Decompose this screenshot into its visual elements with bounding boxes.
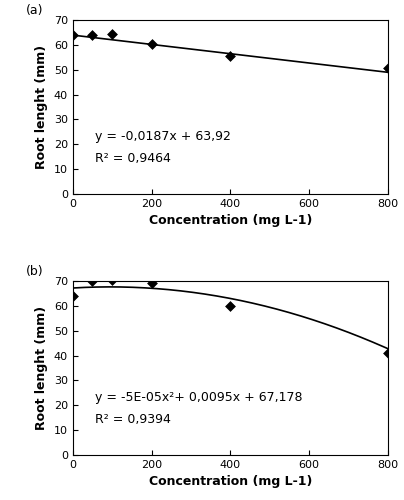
Point bbox=[89, 277, 96, 285]
Point bbox=[385, 349, 391, 357]
Text: R² = 0,9464: R² = 0,9464 bbox=[95, 152, 170, 165]
Point bbox=[385, 64, 391, 72]
Point bbox=[227, 52, 234, 60]
Point bbox=[69, 31, 76, 39]
Point bbox=[227, 302, 234, 310]
Point bbox=[109, 30, 116, 38]
X-axis label: Concentration (mg L-1): Concentration (mg L-1) bbox=[149, 214, 312, 228]
Point bbox=[69, 292, 76, 300]
Text: (b): (b) bbox=[25, 264, 43, 278]
Point bbox=[109, 276, 116, 284]
Point bbox=[148, 280, 155, 287]
Y-axis label: Root lenght (mm): Root lenght (mm) bbox=[35, 45, 48, 169]
Point bbox=[89, 31, 96, 39]
Text: y = -0,0187x + 63,92: y = -0,0187x + 63,92 bbox=[95, 130, 231, 142]
Text: y = -5E-05x²+ 0,0095x + 67,178: y = -5E-05x²+ 0,0095x + 67,178 bbox=[95, 390, 302, 404]
Text: (a): (a) bbox=[25, 4, 43, 16]
Text: R² = 0,9394: R² = 0,9394 bbox=[95, 413, 170, 426]
Point bbox=[148, 40, 155, 48]
X-axis label: Concentration (mg L-1): Concentration (mg L-1) bbox=[149, 476, 312, 488]
Y-axis label: Root lenght (mm): Root lenght (mm) bbox=[35, 306, 48, 430]
